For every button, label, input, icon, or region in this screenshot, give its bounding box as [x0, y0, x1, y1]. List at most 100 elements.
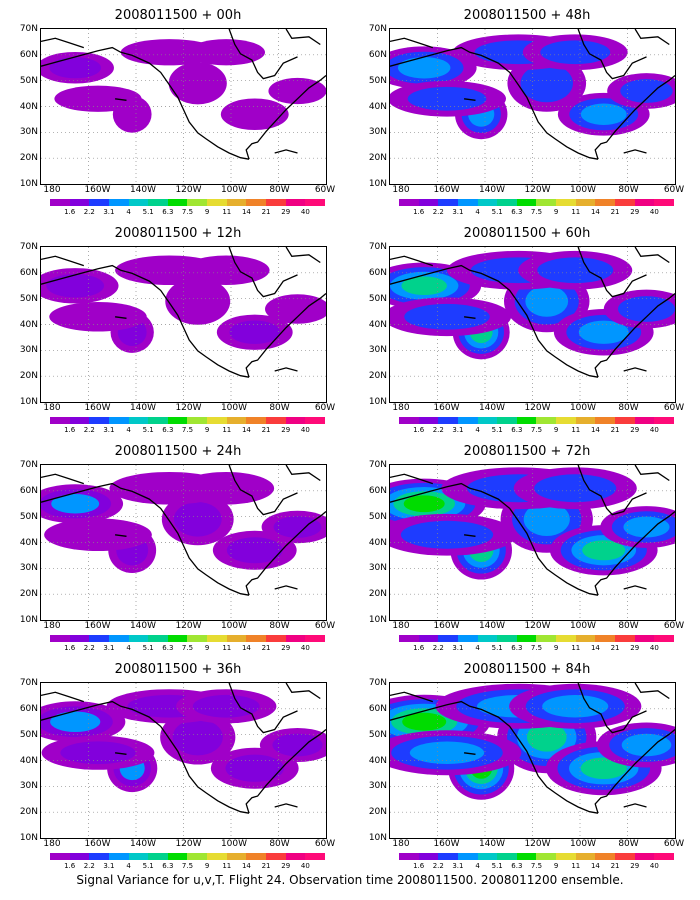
colorbar-swatch: [266, 417, 286, 424]
colorbar-label: 6.3: [511, 644, 523, 652]
colorbar-label: 14: [590, 644, 600, 652]
coastline: [228, 683, 298, 734]
colorbar-swatch: [207, 635, 227, 642]
colorbar-swatch: [108, 853, 129, 860]
longitude-label: 180: [392, 185, 410, 195]
colorbar-label: 40: [649, 862, 659, 870]
variance-contour: [404, 303, 490, 330]
colorbar-swatch: [399, 199, 419, 206]
colorbar-swatch: [148, 417, 168, 424]
variance-contour: [542, 695, 609, 718]
colorbar-swatch: [575, 635, 596, 642]
colorbar-label: 5.1: [491, 644, 503, 652]
colorbar-label: 40: [300, 862, 310, 870]
map-canvas: [390, 465, 675, 620]
coastline: [464, 316, 476, 319]
colorbar-label: 14: [241, 862, 251, 870]
map-plot: [40, 28, 327, 185]
latitude-label: 50N: [19, 511, 38, 522]
colorbar-swatch: [207, 853, 227, 860]
latitude-label: 10N: [368, 179, 387, 189]
colorbar-label: 11: [571, 426, 581, 434]
colorbar-swatch: [497, 417, 517, 424]
latitude-label: 60N: [368, 703, 387, 714]
colorbar-label: 4: [126, 426, 131, 434]
colorbar-label: 1.6: [64, 208, 76, 216]
latitude-label: 60N: [19, 485, 38, 496]
colorbar-label: 21: [261, 208, 271, 216]
colorbar-swatch: [536, 635, 557, 642]
longitude-label: 180: [43, 839, 61, 849]
colorbar-swatch: [187, 199, 208, 206]
longitude-label: 180: [392, 839, 410, 849]
coastline: [41, 691, 85, 703]
latitude-label: 30N: [19, 563, 38, 574]
colorbar-swatch: [516, 199, 537, 206]
colorbar-swatch: [305, 853, 325, 860]
colorbar-swatch: [477, 635, 498, 642]
variance-contour: [60, 741, 136, 765]
colorbar-label: 21: [610, 644, 620, 652]
panel-title: 2008011500 + 72h: [463, 444, 591, 459]
longitude-label: 140W: [478, 185, 506, 195]
coastline: [464, 534, 476, 537]
colorbar-swatch: [128, 417, 149, 424]
colorbar-swatch: [536, 199, 557, 206]
latitude-label: 10N: [19, 179, 38, 189]
colorbar-label: 5.1: [142, 426, 154, 434]
latitude-label: 50N: [368, 729, 387, 740]
colorbar: [399, 417, 674, 424]
colorbar-swatch: [438, 417, 458, 424]
panel-title: 2008011500 + 00h: [114, 8, 242, 23]
variance-contour: [268, 77, 326, 105]
colorbar-label: 9: [204, 208, 210, 216]
panel-title: 2008011500 + 60h: [463, 226, 591, 241]
latitude-label: 10N: [19, 397, 38, 407]
colorbar-swatch: [654, 199, 674, 206]
colorbar-label: 2.2: [432, 208, 444, 216]
colorbar-swatch: [50, 199, 70, 206]
colorbar-swatch: [516, 417, 537, 424]
longitude-label: 60W: [663, 185, 685, 195]
latitude-label: 40N: [368, 755, 387, 766]
colorbar-label: 7.5: [530, 208, 543, 216]
latitude-label: 50N: [19, 75, 38, 86]
longitude-label: 140W: [129, 839, 157, 849]
latitude-label: 20N: [368, 371, 387, 382]
colorbar-swatch: [187, 635, 208, 642]
colorbar-swatch: [615, 635, 635, 642]
latitude-label: 70N: [368, 460, 387, 470]
latitude-label: 40N: [19, 755, 38, 766]
coastline: [245, 728, 326, 814]
variance-contour: [182, 255, 270, 285]
colorbar-swatch: [575, 199, 596, 206]
colorbar: [399, 199, 674, 206]
colorbar-swatch: [634, 635, 655, 642]
panel-title: 2008011500 + 24h: [114, 444, 242, 459]
colorbar-label: 11: [571, 208, 581, 216]
longitude-label: 100W: [220, 185, 248, 195]
colorbar-swatch: [108, 417, 129, 424]
coastline: [390, 482, 599, 596]
colorbar-label: 3.1: [103, 644, 115, 652]
colorbar-swatch: [477, 199, 498, 206]
longitude-label: 120W: [175, 403, 202, 413]
longitude-label: 100W: [220, 403, 248, 413]
longitude-label: 160W: [84, 839, 111, 849]
map-panel: 2008011500 + 60h 70N 60N 50N 40N 30N 20N 10N 180…: [357, 226, 697, 444]
coastline: [577, 683, 647, 734]
latitude-label: 30N: [19, 781, 38, 792]
latitude-label: 20N: [19, 153, 38, 164]
map-plot: [40, 682, 327, 839]
variance-contour: [523, 502, 570, 536]
variance-contour: [50, 711, 101, 732]
variance-contour: [265, 294, 326, 324]
panel-title: 2008011500 + 12h: [114, 226, 242, 241]
latitude-label: 20N: [368, 589, 387, 600]
longitude-label: 140W: [129, 621, 157, 631]
colorbar-swatch: [438, 635, 458, 642]
latitude-label: 20N: [19, 371, 38, 382]
colorbar-swatch: [207, 199, 227, 206]
colorbar-swatch: [497, 635, 517, 642]
map-canvas: [41, 465, 326, 620]
